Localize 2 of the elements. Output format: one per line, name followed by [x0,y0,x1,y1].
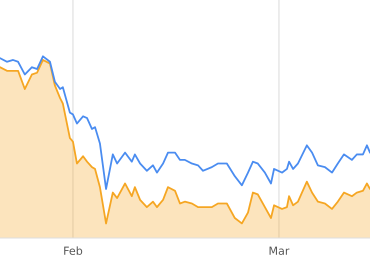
x-tick-label: Feb [64,246,82,255]
x-tick-label: Mar [270,246,290,255]
